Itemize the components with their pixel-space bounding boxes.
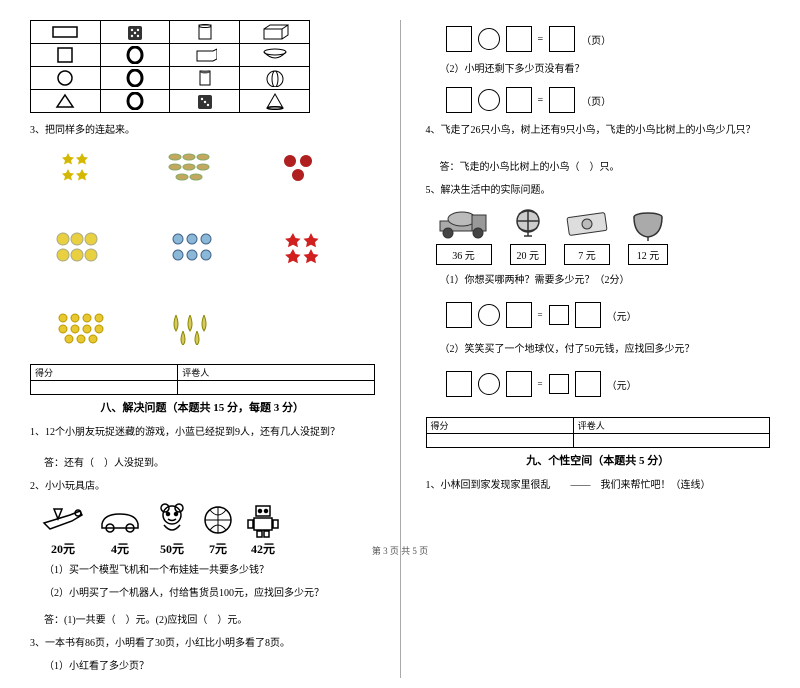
score-label: 得分 (31, 365, 178, 381)
question-9-1: 1、小林回到家发现家里很乱 —— 我们来帮忙吧！（连线） (426, 478, 771, 493)
answer-8-2: 答：(1)一共要（ ）元。(2)应找回（ ）元。 (44, 613, 375, 628)
score-label: 得分 (426, 418, 573, 434)
reviewer-label: 评卷人 (573, 418, 769, 434)
question-8-5-1: （1）你想买哪两种？需要多少元？（2分） (440, 273, 771, 288)
equation-row-4: = （元） (446, 371, 771, 397)
reviewer-label: 评卷人 (178, 365, 374, 381)
blank-box (506, 371, 532, 397)
answer-8-4: 答：飞走的小鸟比树上的小鸟（ ）只。 (440, 160, 771, 175)
question-8-3-2: （2）小明还剩下多少页没有看？ (440, 62, 771, 77)
goods-price: 12 元 (628, 244, 668, 265)
question-8-2: 2、小小玩具店。 (30, 479, 375, 494)
blank-circle (478, 89, 500, 111)
score-table: 得分评卷人 (30, 364, 375, 395)
goods-row: 36 元 20 元 7 元 12 元 (436, 206, 771, 265)
score-table-2: 得分评卷人 (426, 417, 771, 448)
equation-row-2: = （页） (446, 87, 771, 113)
question-8-3: 3、一本书有86页，小明看了30页，小红比小明多看了8页。 (30, 636, 375, 651)
goods-price: 36 元 (436, 244, 492, 265)
equals-sign: = (538, 95, 544, 106)
question-8-2-1: （1）买一个模型飞机和一个布娃娃一共要多少钱？ (44, 563, 375, 578)
red-stars-cluster (270, 228, 340, 268)
goods-globe: 20 元 (510, 206, 547, 265)
faces-cluster (50, 228, 120, 268)
bears-cluster (160, 228, 230, 268)
goods-money: 7 元 (564, 206, 610, 265)
answer-8-1: 答：还有（ ）人没捉到。 (44, 456, 375, 471)
blank-box (549, 87, 575, 113)
equals-sign: = (538, 34, 544, 45)
blank-box (549, 26, 575, 52)
right-column: = （页） （2）小明还剩下多少页没有看？ = （页） 4、飞走了26只小鸟，树… (426, 20, 771, 678)
section-9-title: 九、个性空间（本题共 5 分） (426, 452, 771, 468)
unit-label: （页） (581, 32, 611, 47)
apples-cluster (270, 148, 340, 188)
question-8-3-1: （1）小红看了多少页？ (44, 659, 375, 674)
stars-cluster (50, 148, 120, 188)
unit-label: （元） (607, 308, 637, 323)
blank-box (446, 371, 472, 397)
blank-box-small (549, 305, 569, 325)
blank-circle (478, 28, 500, 50)
blank-box (506, 302, 532, 328)
blank-circle (478, 373, 500, 395)
left-column: 3、把同样多的连起来。 (30, 20, 375, 678)
table-row (31, 21, 310, 44)
goods-pot: 12 元 (628, 206, 668, 265)
blank-box (446, 302, 472, 328)
blank-circle (478, 304, 500, 326)
table-row (31, 67, 310, 90)
blank-box (446, 87, 472, 113)
question-8-4: 4、飞走了26只小鸟，树上还有9只小鸟，飞走的小鸟比树上的小鸟少几只？ (426, 123, 771, 138)
table-row (31, 44, 310, 67)
table-row (31, 90, 310, 113)
page-footer: 第 3 页 共 5 页 (0, 544, 800, 557)
goods-price: 7 元 (564, 244, 610, 265)
blank-box (575, 371, 601, 397)
score-cell (31, 381, 178, 395)
unit-label: （元） (607, 377, 637, 392)
blank-box (506, 87, 532, 113)
equation-row-3: = （元） (446, 302, 771, 328)
equals-sign: = (538, 310, 543, 320)
question-8-5: 5、解决生活中的实际问题。 (426, 183, 771, 198)
blank-box (506, 26, 532, 52)
blank-box-small (549, 374, 569, 394)
worksheet-page: 3、把同样多的连起来。 (0, 0, 800, 688)
equation-row-1: = （页） (446, 26, 771, 52)
equals-sign: = (538, 379, 543, 389)
pears-cluster (160, 308, 230, 348)
reviewer-cell (178, 381, 374, 395)
blank-box (575, 302, 601, 328)
candies-cluster (160, 148, 230, 188)
chicks-cluster (50, 308, 120, 348)
blank-box (446, 26, 472, 52)
question-8-5-2: （2）笑笑买了一个地球仪，付了50元钱，应找回多少元？ (440, 342, 771, 357)
question-8-1: 1、12个小朋友玩捉迷藏的游戏，小蓝已经捉到9人，还有几人没捉到？ (30, 425, 375, 440)
reviewer-cell (573, 434, 769, 448)
question-8-2-2: （2）小明买了一个机器人，付给售货员100元，应找回多少元？ (44, 586, 375, 601)
shape-match-table (30, 20, 310, 113)
column-divider (400, 20, 401, 678)
goods-price: 20 元 (510, 244, 547, 265)
section-8-title: 八、解决问题（本题共 15 分，每题 3 分） (30, 399, 375, 415)
unit-label: （页） (581, 93, 611, 108)
score-cell (426, 434, 573, 448)
goods-truck: 36 元 (436, 206, 492, 265)
question-3: 3、把同样多的连起来。 (30, 123, 375, 138)
count-match-grid (50, 148, 375, 348)
